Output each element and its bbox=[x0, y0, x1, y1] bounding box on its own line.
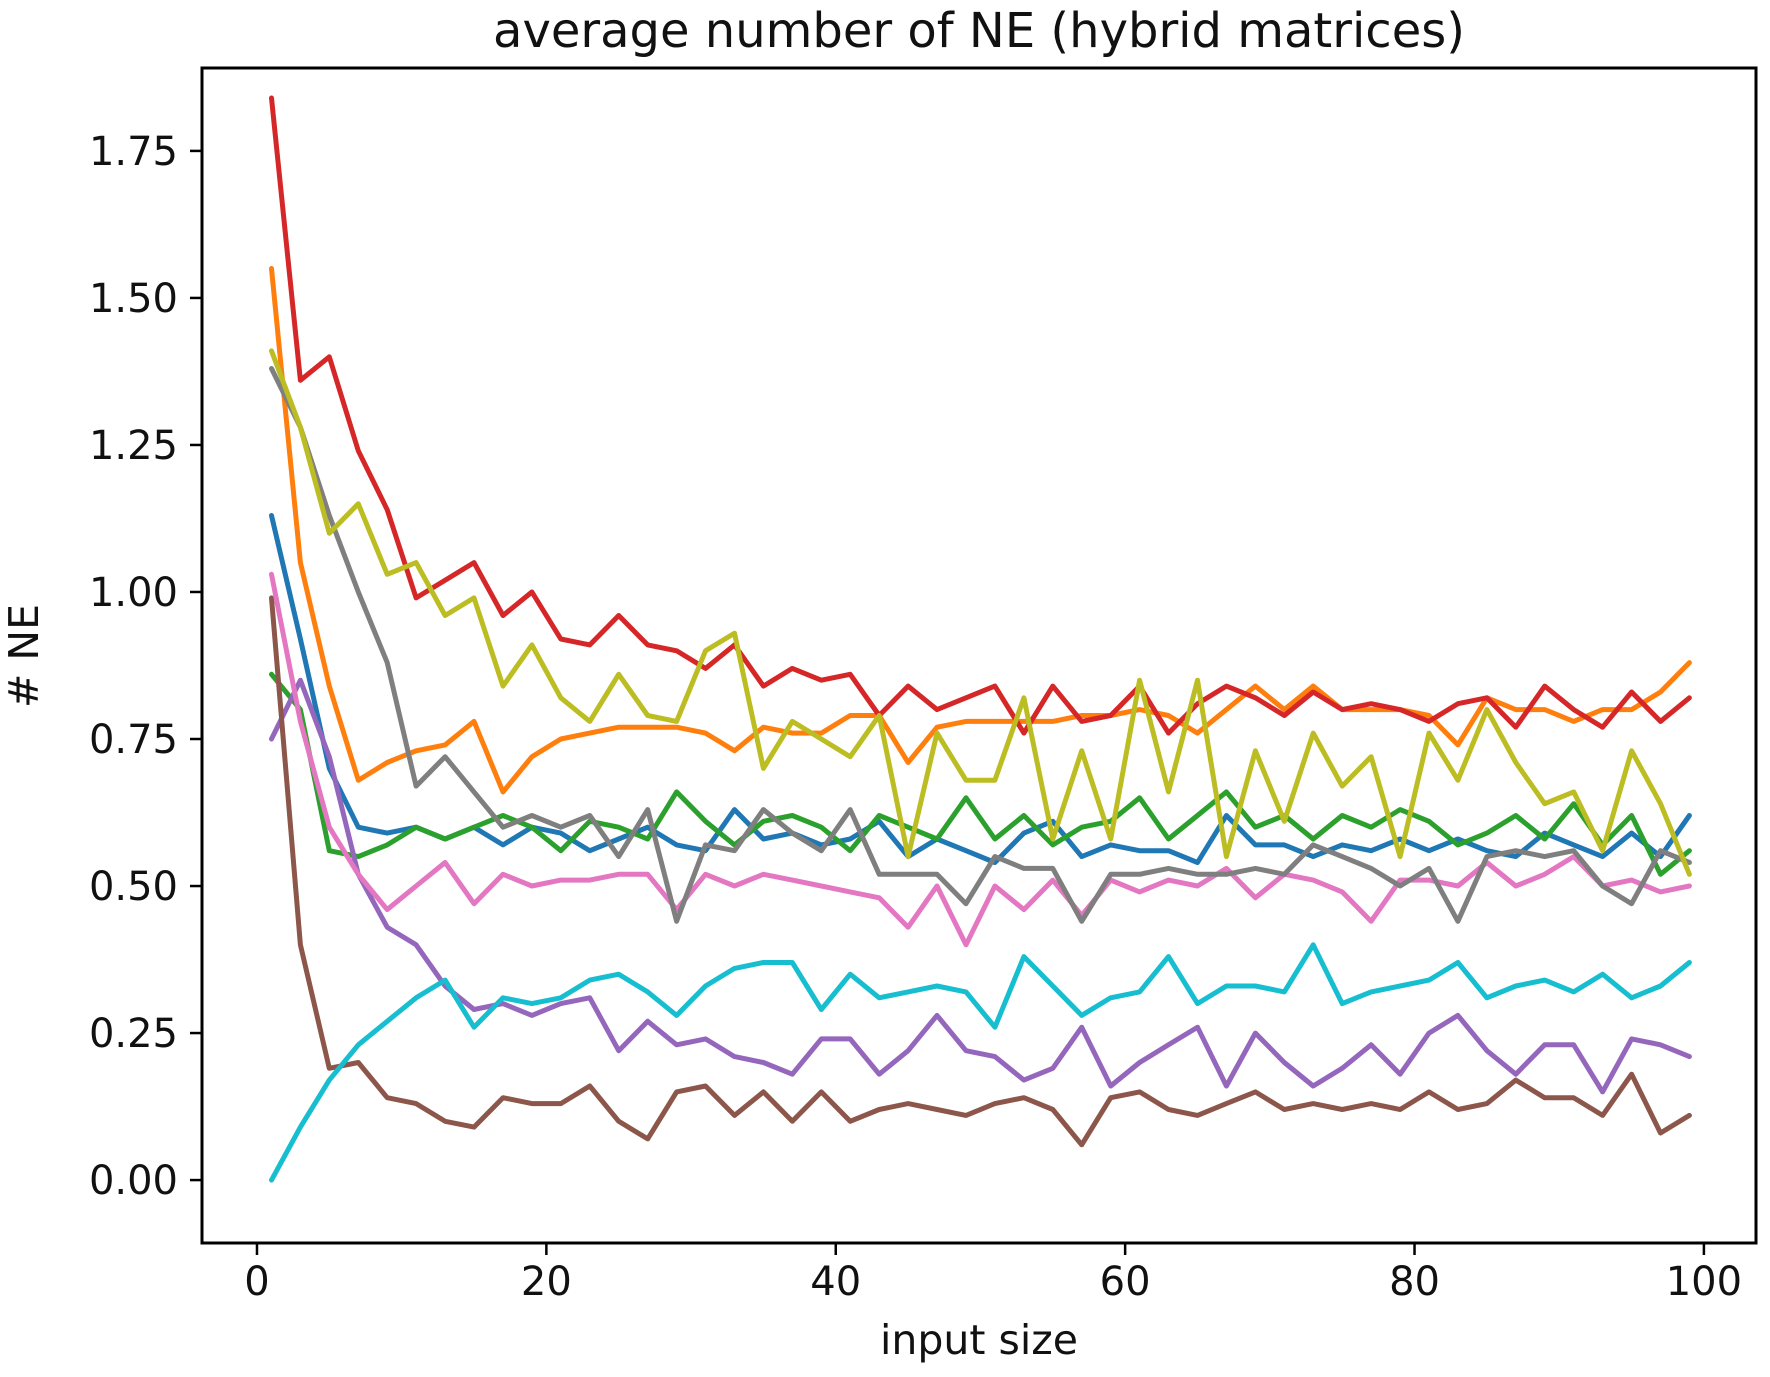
series-8-gray-line bbox=[269, 366, 1692, 924]
series-1-blue-line bbox=[269, 513, 1692, 865]
series-10-cyan-line bbox=[269, 942, 1692, 1183]
y-tick-label: 0.25 bbox=[89, 1011, 178, 1057]
x-tick-label: 20 bbox=[521, 1259, 572, 1305]
series-6-brown-line bbox=[269, 595, 1692, 1148]
series-9-olive-line bbox=[269, 348, 1692, 877]
y-tick-label: 0.00 bbox=[89, 1158, 178, 1204]
series-7-pink-line bbox=[269, 571, 1692, 948]
y-tick-label: 1.00 bbox=[89, 570, 178, 616]
x-axis-label: input size bbox=[880, 1316, 1078, 1364]
axes-spines bbox=[200, 66, 1758, 1245]
x-tick-label: 100 bbox=[1666, 1259, 1742, 1305]
y-axis-label: # NE bbox=[0, 604, 48, 708]
x-tick-label: 60 bbox=[1100, 1259, 1151, 1305]
plot-axes-group: 0 20 40 60 80 100 0.00 0.25 0.50 0.75 1.00 1.25 1.50… bbox=[89, 66, 1758, 1305]
y-tick-label: 1.50 bbox=[89, 276, 178, 322]
series-4-red-line bbox=[269, 95, 1692, 736]
series-3-green-line bbox=[269, 671, 1692, 877]
plot-lines-group bbox=[269, 95, 1692, 1183]
series-5-purple-line bbox=[269, 677, 1692, 1095]
x-tick-label: 40 bbox=[810, 1259, 861, 1305]
series-2-orange-line bbox=[269, 266, 1692, 795]
x-tick-label: 80 bbox=[1389, 1259, 1440, 1305]
chart-title: average number of NE (hybrid matrices) bbox=[493, 3, 1465, 59]
y-tick-label: 1.75 bbox=[89, 129, 178, 175]
y-tick-label: 1.25 bbox=[89, 423, 178, 469]
x-tick-label: 0 bbox=[244, 1259, 269, 1305]
y-tick-label: 0.75 bbox=[89, 717, 178, 763]
y-tick-label: 0.50 bbox=[89, 864, 178, 910]
